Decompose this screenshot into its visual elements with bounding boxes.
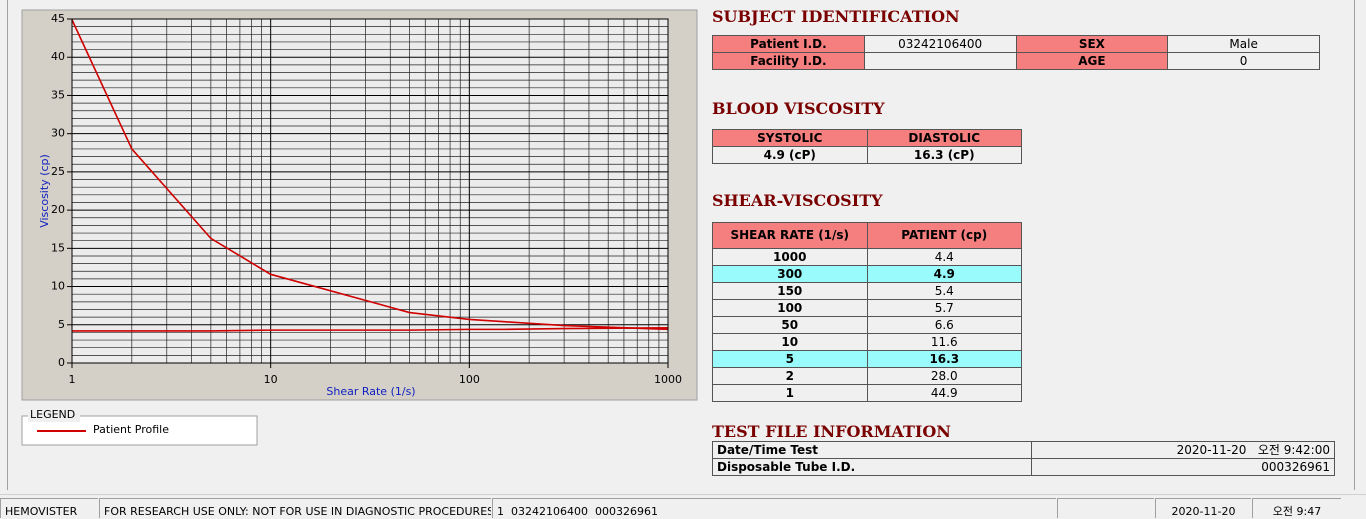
cell: 4.9 (cP) <box>712 146 868 164</box>
table-row: Date/Time Test 2020-11-20 오전 9:42:00 <box>712 441 1335 459</box>
series-line <box>71 19 669 331</box>
y-tick-label: 0 <box>58 356 65 369</box>
table-row: 10 11.6 <box>712 333 1022 351</box>
x-tick-label: 1 <box>69 373 76 386</box>
header-row: SYSTOLIC DIASTOLIC <box>712 129 1022 147</box>
status-panel: FOR RESEARCH USE ONLY: NOT FOR USE IN DI… <box>99 498 491 518</box>
cell: 5.7 <box>866 299 1022 317</box>
shear-table: SHEAR RATE (1/s) PATIENT (cp) 1000 4.4 300 4.… <box>712 222 1022 402</box>
cell: 28.0 <box>866 367 1022 385</box>
table-row: Patient I.D. 03242106400 SEX Male <box>712 35 1320 53</box>
y-axis-label: Viscosity (cp) <box>38 154 51 228</box>
column-header: SYSTOLIC <box>712 129 868 147</box>
column-header: DIASTOLIC <box>866 129 1022 147</box>
field-label: AGE <box>1015 52 1169 70</box>
y-tick-label: 30 <box>51 127 65 140</box>
cell: 5.4 <box>866 282 1022 300</box>
cell: 1 <box>712 384 868 402</box>
table-row: 300 4.9 <box>712 265 1022 283</box>
blood-table: SYSTOLIC DIASTOLIC 4.9 (cP) 16.3 (cP) <box>712 129 1022 164</box>
status-panel: 1 03242106400 000326961 <box>492 498 1056 518</box>
field-value: 2020-11-20 오전 9:42:00 <box>1031 441 1335 459</box>
cell: 1000 <box>712 248 868 266</box>
table-row: 50 6.6 <box>712 316 1022 334</box>
frame-edge <box>7 0 8 490</box>
table-row: 1 44.9 <box>712 384 1022 402</box>
y-tick-label: 40 <box>51 50 65 63</box>
column-header: PATIENT (cp) <box>866 222 1022 249</box>
cell: 10 <box>712 333 868 351</box>
y-tick-label: 10 <box>51 280 65 293</box>
cell: 11.6 <box>866 333 1022 351</box>
section-title: SHEAR-VISCOSITY <box>712 191 883 210</box>
section-title: TEST FILE INFORMATION <box>712 422 951 441</box>
table-row: 5 16.3 <box>712 350 1022 368</box>
legend-title: LEGEND <box>30 408 75 421</box>
field-label: Disposable Tube I.D. <box>712 458 1032 476</box>
frame-edge <box>1354 0 1355 490</box>
plot-area <box>72 19 668 363</box>
field-label: SEX <box>1015 35 1169 53</box>
cell: 44.9 <box>866 384 1022 402</box>
field-label: Date/Time Test <box>712 441 1032 459</box>
table-row: Facility I.D. AGE 0 <box>712 52 1320 70</box>
field-value: 0 <box>1167 52 1320 70</box>
field-value <box>863 52 1017 70</box>
cell: 16.3 (cP) <box>866 146 1022 164</box>
x-tick-label: 1000 <box>654 373 682 386</box>
y-tick-label: 45 <box>51 12 65 25</box>
table-row: 4.9 (cP) 16.3 (cP) <box>712 146 1022 164</box>
field-label: Facility I.D. <box>712 52 865 70</box>
cell: 6.6 <box>866 316 1022 334</box>
cell: 4.4 <box>866 248 1022 266</box>
y-tick-label: 35 <box>51 88 65 101</box>
field-value: 000326961 <box>1031 458 1335 476</box>
table-row: 150 5.4 <box>712 282 1022 300</box>
y-tick-label: 5 <box>58 318 65 331</box>
y-tick-label: 15 <box>51 241 65 254</box>
field-value: 03242106400 <box>863 35 1017 53</box>
legend-title-bg <box>28 409 80 422</box>
field-value: Male <box>1167 35 1320 53</box>
cell: 2 <box>712 367 868 385</box>
y-tick-label: 20 <box>51 203 65 216</box>
status-panel: 2020-11-20 <box>1155 498 1251 518</box>
field-label: Patient I.D. <box>712 35 865 53</box>
status-panel: 오전 9:47 <box>1252 498 1341 518</box>
y-tick-label: 25 <box>51 165 65 178</box>
cell: 150 <box>712 282 868 300</box>
chart: Shear Rate (1/s) Viscosity (cp) LEGEND P… <box>21 9 698 446</box>
cell: 100 <box>712 299 868 317</box>
plot-border <box>71 18 669 364</box>
section-title: BLOOD VISCOSITY <box>712 99 885 118</box>
table-row: 100 5.7 <box>712 299 1022 317</box>
section-title: SUBJECT IDENTIFICATION <box>712 7 960 26</box>
cell: 50 <box>712 316 868 334</box>
cell: 300 <box>712 265 868 283</box>
table-row: Disposable Tube I.D. 000326961 <box>712 458 1335 476</box>
column-header: SHEAR RATE (1/s) <box>712 222 868 249</box>
status-panel: HEMOVISTER <box>0 498 98 518</box>
cell: 5 <box>712 350 868 368</box>
table-row: 1000 4.4 <box>712 248 1022 266</box>
header-row: SHEAR RATE (1/s) PATIENT (cp) <box>712 222 1022 249</box>
table-row: 2 28.0 <box>712 367 1022 385</box>
cell: 4.9 <box>866 265 1022 283</box>
legend-label: Patient Profile <box>93 423 169 436</box>
cell: 16.3 <box>866 350 1022 368</box>
series-line <box>72 327 669 332</box>
x-tick-label: 100 <box>459 373 480 386</box>
x-axis-label: Shear Rate (1/s) <box>326 385 415 398</box>
status-panel <box>1057 498 1154 518</box>
x-tick-label: 10 <box>264 373 278 386</box>
subject-table: Patient I.D. 03242106400 SEX Male Facility I… <box>712 35 1320 70</box>
testfile-table: Date/Time Test 2020-11-20 오전 9:42:00 Dispo… <box>712 441 1335 476</box>
